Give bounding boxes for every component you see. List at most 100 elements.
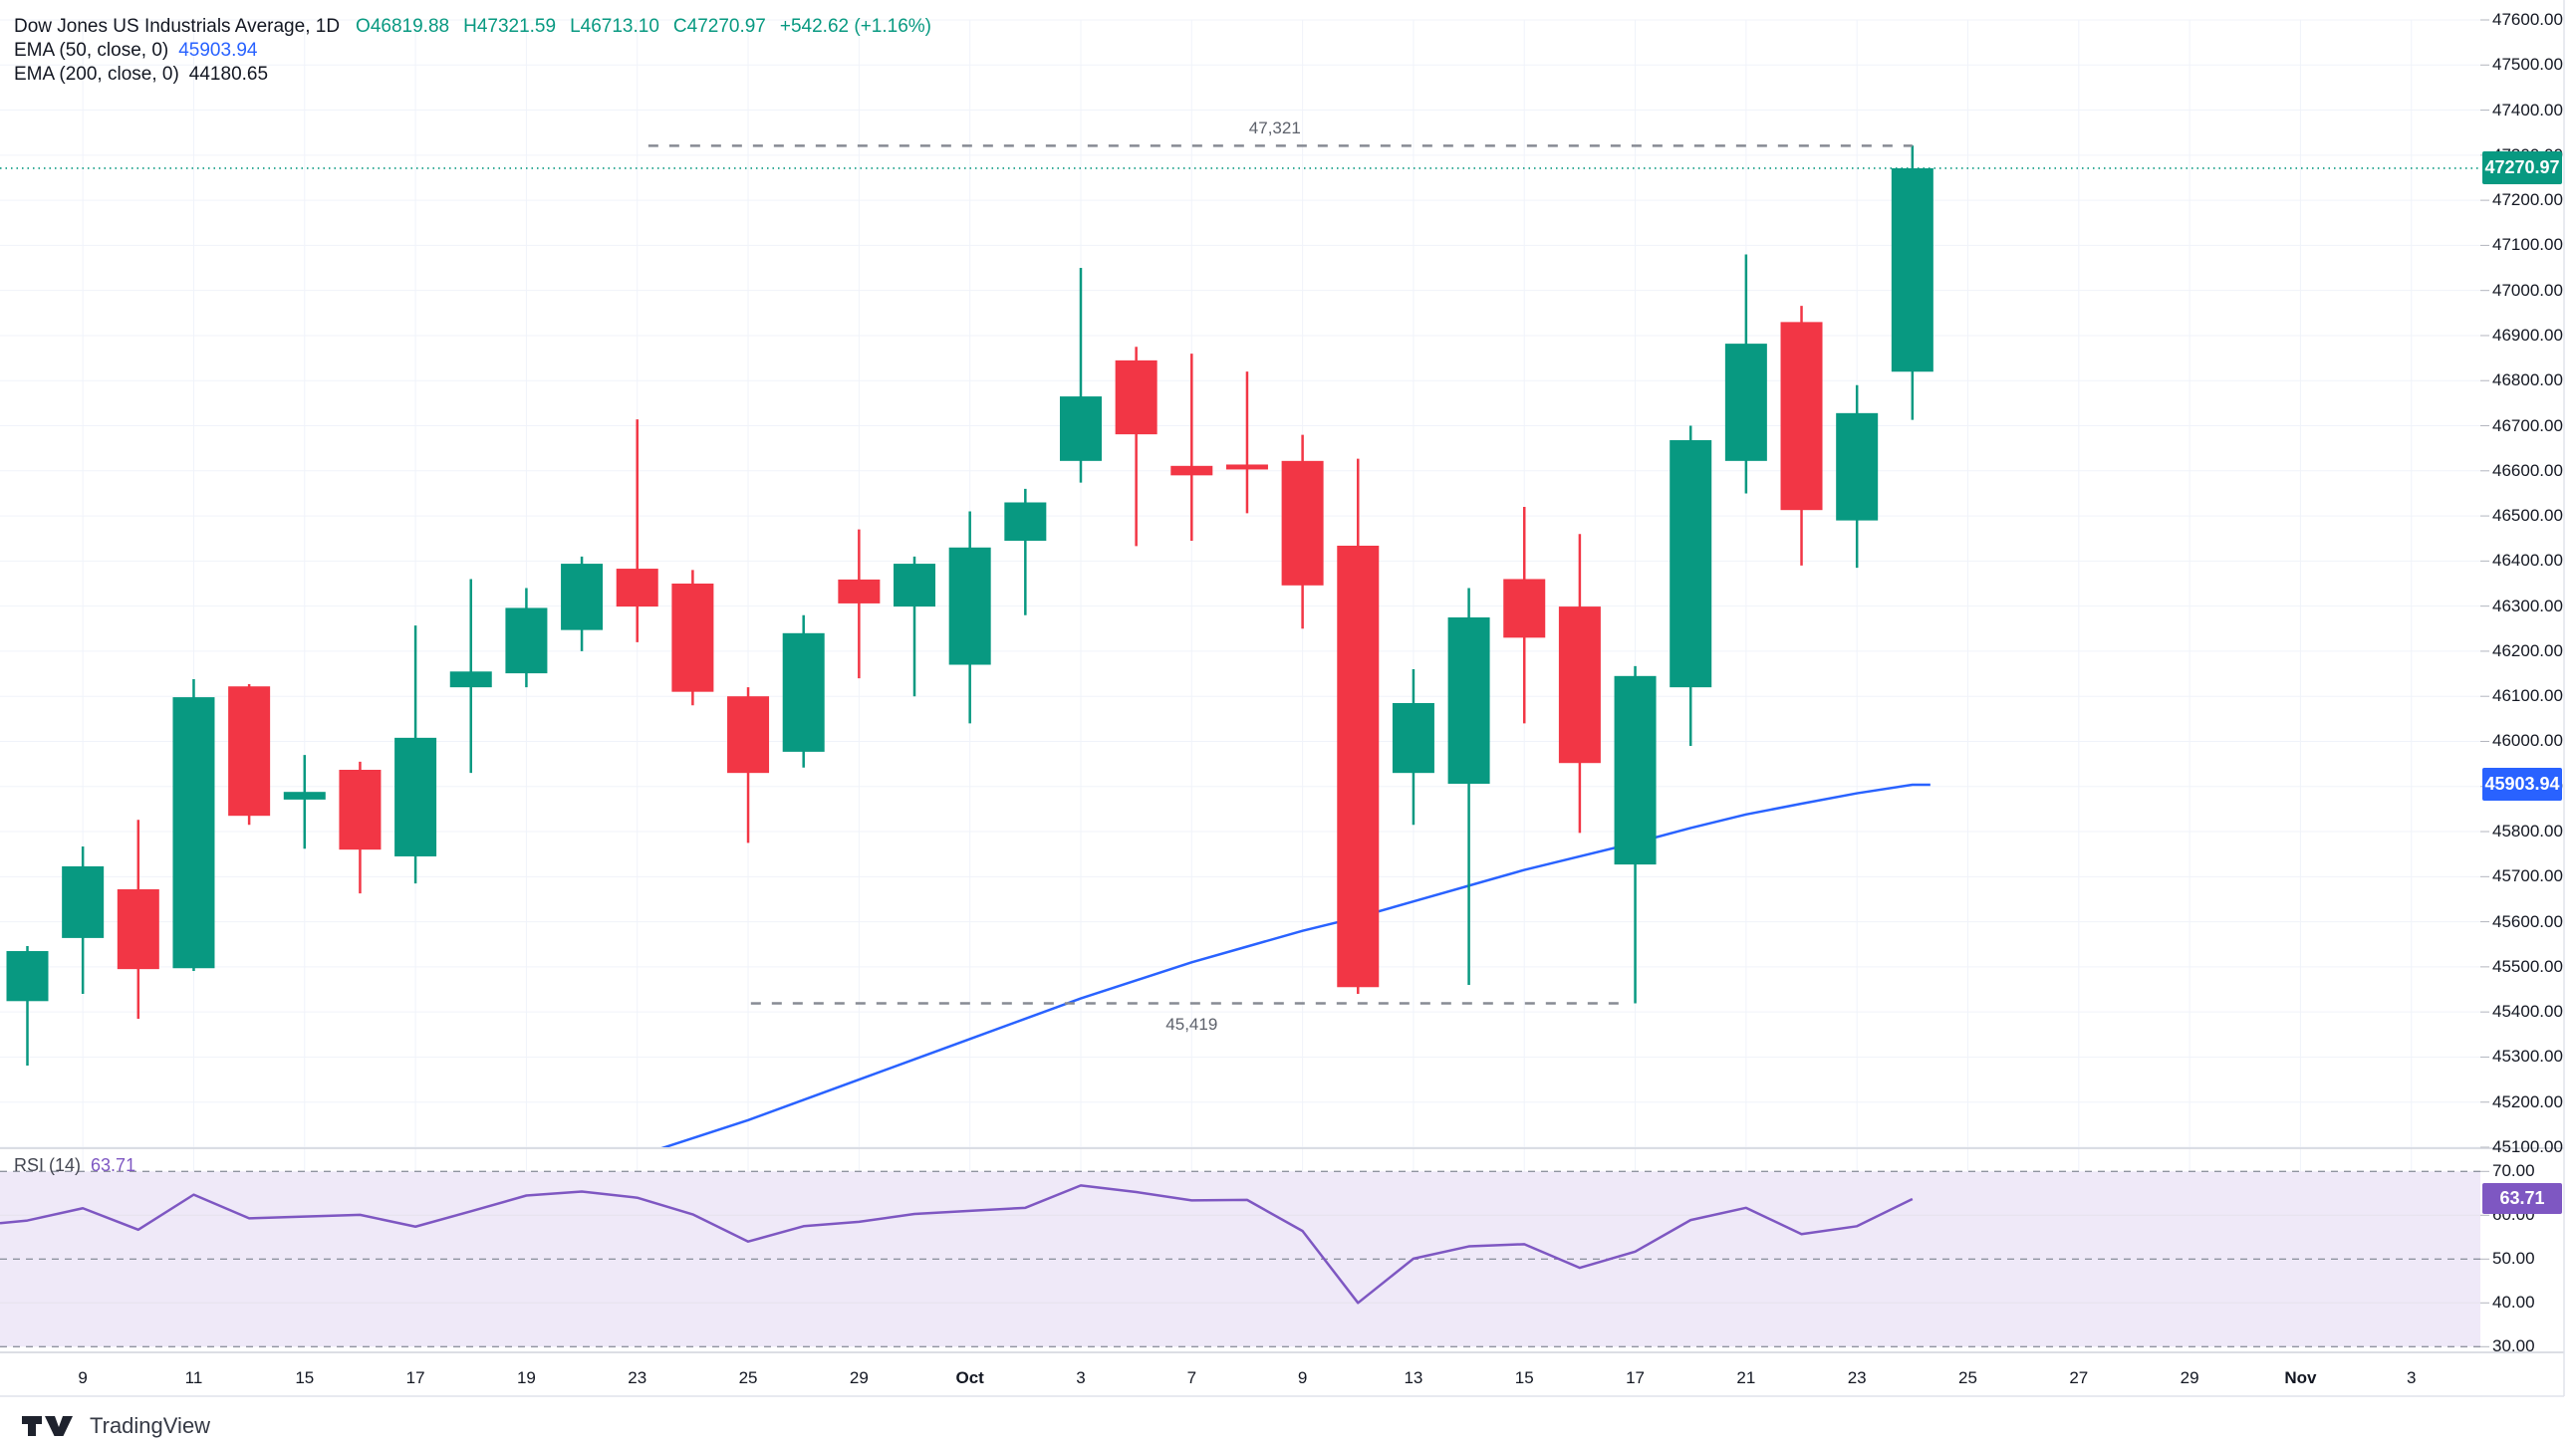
price-axis-label: 47400.00 xyxy=(2492,100,2563,120)
price-axis-label: 47100.00 xyxy=(2492,235,2563,255)
time-axis-label-25: 25 xyxy=(1958,1368,1977,1387)
candle-oct-1 xyxy=(948,547,991,665)
price-axis-label: 45900.00 xyxy=(2492,776,2563,796)
ema50-value: 45903.94 xyxy=(178,40,258,61)
time-axis-label-15: 15 xyxy=(295,1368,315,1387)
candle-oct-8 xyxy=(1225,464,1268,470)
time-axis-label-21: 21 xyxy=(1736,1368,1756,1387)
ema50-row[interactable]: EMA (50, close, 0) 45903.94 xyxy=(14,39,931,63)
price-axis-label: 45400.00 xyxy=(2492,1002,2563,1022)
price-axis-label: 45500.00 xyxy=(2492,956,2563,976)
legend: Dow Jones US Industrials Average, 1D O468… xyxy=(14,15,931,87)
time-axis-label-19: 19 xyxy=(516,1368,536,1387)
candle-oct-10 xyxy=(1337,545,1380,988)
candle-sep-29 xyxy=(838,579,881,603)
high-value: 47321.59 xyxy=(476,16,557,37)
candle-oct-2 xyxy=(1004,502,1047,541)
time-axis-label-25: 25 xyxy=(738,1368,758,1387)
high-label: H xyxy=(463,16,477,37)
price-axis-label: 46000.00 xyxy=(2492,731,2563,751)
candle-oct-20 xyxy=(1670,440,1712,688)
ema200-label: EMA (200, close, 0) xyxy=(14,64,179,85)
rsi-axis-label: 70.00 xyxy=(2492,1161,2535,1181)
rsi-axis-label: 60.00 xyxy=(2492,1205,2535,1225)
time-axis-label-7: 7 xyxy=(1186,1368,1197,1387)
change-value: +542.62 (+1.16%) xyxy=(779,16,931,37)
price-axis-label: 46400.00 xyxy=(2492,551,2563,571)
time-axis-label-11: 11 xyxy=(184,1368,203,1387)
candle-series xyxy=(6,145,1933,1067)
rsi-axis-label: 50.00 xyxy=(2492,1249,2535,1269)
time-axis-label-13: 13 xyxy=(1404,1368,1423,1387)
candle-sep-8 xyxy=(6,951,49,1002)
candle-sep-30 xyxy=(894,564,936,607)
candle-oct-22 xyxy=(1780,322,1823,511)
ema50-label: EMA (50, close, 0) xyxy=(14,40,169,61)
tradingview-logo[interactable]: TradingView xyxy=(22,1413,210,1439)
candle-sep-25 xyxy=(727,696,770,774)
time-axis-label-9: 9 xyxy=(78,1368,88,1387)
price-axis-label: 46200.00 xyxy=(2492,640,2563,660)
candle-oct-24 xyxy=(1891,167,1933,372)
low-value: 46713.10 xyxy=(580,16,659,37)
rsi-legend[interactable]: RSI (14) 63.71 xyxy=(14,1155,135,1176)
price-axis-label: 47600.00 xyxy=(2492,10,2563,29)
tradingview-logo-icon xyxy=(22,1416,73,1436)
time-axis-label-23: 23 xyxy=(628,1368,647,1387)
price-axis-label: 47200.00 xyxy=(2492,190,2563,210)
price-axis-label: 46300.00 xyxy=(2492,596,2563,615)
time-axis-label-3: 3 xyxy=(2407,1368,2417,1387)
candle-oct-16 xyxy=(1558,606,1601,764)
candle-oct-14 xyxy=(1447,616,1490,785)
price-axis-label: 46800.00 xyxy=(2492,370,2563,390)
candle-sep-10 xyxy=(117,888,159,970)
low-label: L xyxy=(570,16,581,37)
price-axis-label: 46700.00 xyxy=(2492,415,2563,435)
symbol-row[interactable]: Dow Jones US Industrials Average, 1D O468… xyxy=(14,15,931,39)
candle-sep-26 xyxy=(782,632,825,752)
time-axis-label-29: 29 xyxy=(2180,1368,2199,1387)
candle-oct-15 xyxy=(1503,579,1546,638)
time-axis-label-15: 15 xyxy=(1514,1368,1534,1387)
candle-oct-7 xyxy=(1170,465,1213,476)
time-axis-label-3: 3 xyxy=(1076,1368,1086,1387)
time-axis-label-17: 17 xyxy=(405,1368,425,1387)
candle-oct-13 xyxy=(1392,702,1434,774)
candle-sep-18 xyxy=(449,671,492,688)
price-axis-label: 46900.00 xyxy=(2492,325,2563,345)
candle-sep-24 xyxy=(671,584,714,692)
time-axis-label-9: 9 xyxy=(1297,1368,1308,1387)
price-axis-label: 47500.00 xyxy=(2492,55,2563,75)
rsi-axis-label: 40.00 xyxy=(2492,1293,2535,1313)
rsi-axis-label: 30.00 xyxy=(2492,1336,2535,1356)
time-axis-label-17: 17 xyxy=(1626,1368,1646,1387)
candle-sep-16 xyxy=(339,770,382,850)
price-axis-label: 47300.00 xyxy=(2492,144,2563,164)
time-axis-label-23: 23 xyxy=(1847,1368,1867,1387)
price-axis-label: 45600.00 xyxy=(2492,911,2563,931)
price-axis-label: 45800.00 xyxy=(2492,822,2563,842)
candle-oct-21 xyxy=(1724,344,1767,461)
price-axis-label: 45100.00 xyxy=(2492,1137,2563,1156)
ema200-row[interactable]: EMA (200, close, 0) 44180.65 xyxy=(14,63,931,87)
open-value: 46819.88 xyxy=(370,16,450,37)
time-axis-label-oct: Oct xyxy=(955,1368,984,1387)
candle-oct-9 xyxy=(1281,460,1324,586)
candle-sep-17 xyxy=(394,737,437,856)
symbol-title: Dow Jones US Industrials Average, 1D xyxy=(14,16,341,37)
open-label: O xyxy=(356,16,371,37)
candle-oct-17 xyxy=(1614,675,1657,865)
candle-sep-9 xyxy=(62,865,105,938)
candle-sep-23 xyxy=(616,569,658,607)
candle-oct-23 xyxy=(1836,412,1879,521)
time-axis-label-27: 27 xyxy=(2069,1368,2089,1387)
rsi-label: RSI (14) xyxy=(14,1155,82,1175)
candle-oct-6 xyxy=(1115,360,1158,435)
candle-oct-3 xyxy=(1059,396,1102,461)
candle-sep-11 xyxy=(172,697,215,969)
price-axis-label: 46600.00 xyxy=(2492,460,2563,480)
time-axis-label-nov: Nov xyxy=(2284,1368,2317,1387)
candle-sep-22 xyxy=(561,564,604,630)
